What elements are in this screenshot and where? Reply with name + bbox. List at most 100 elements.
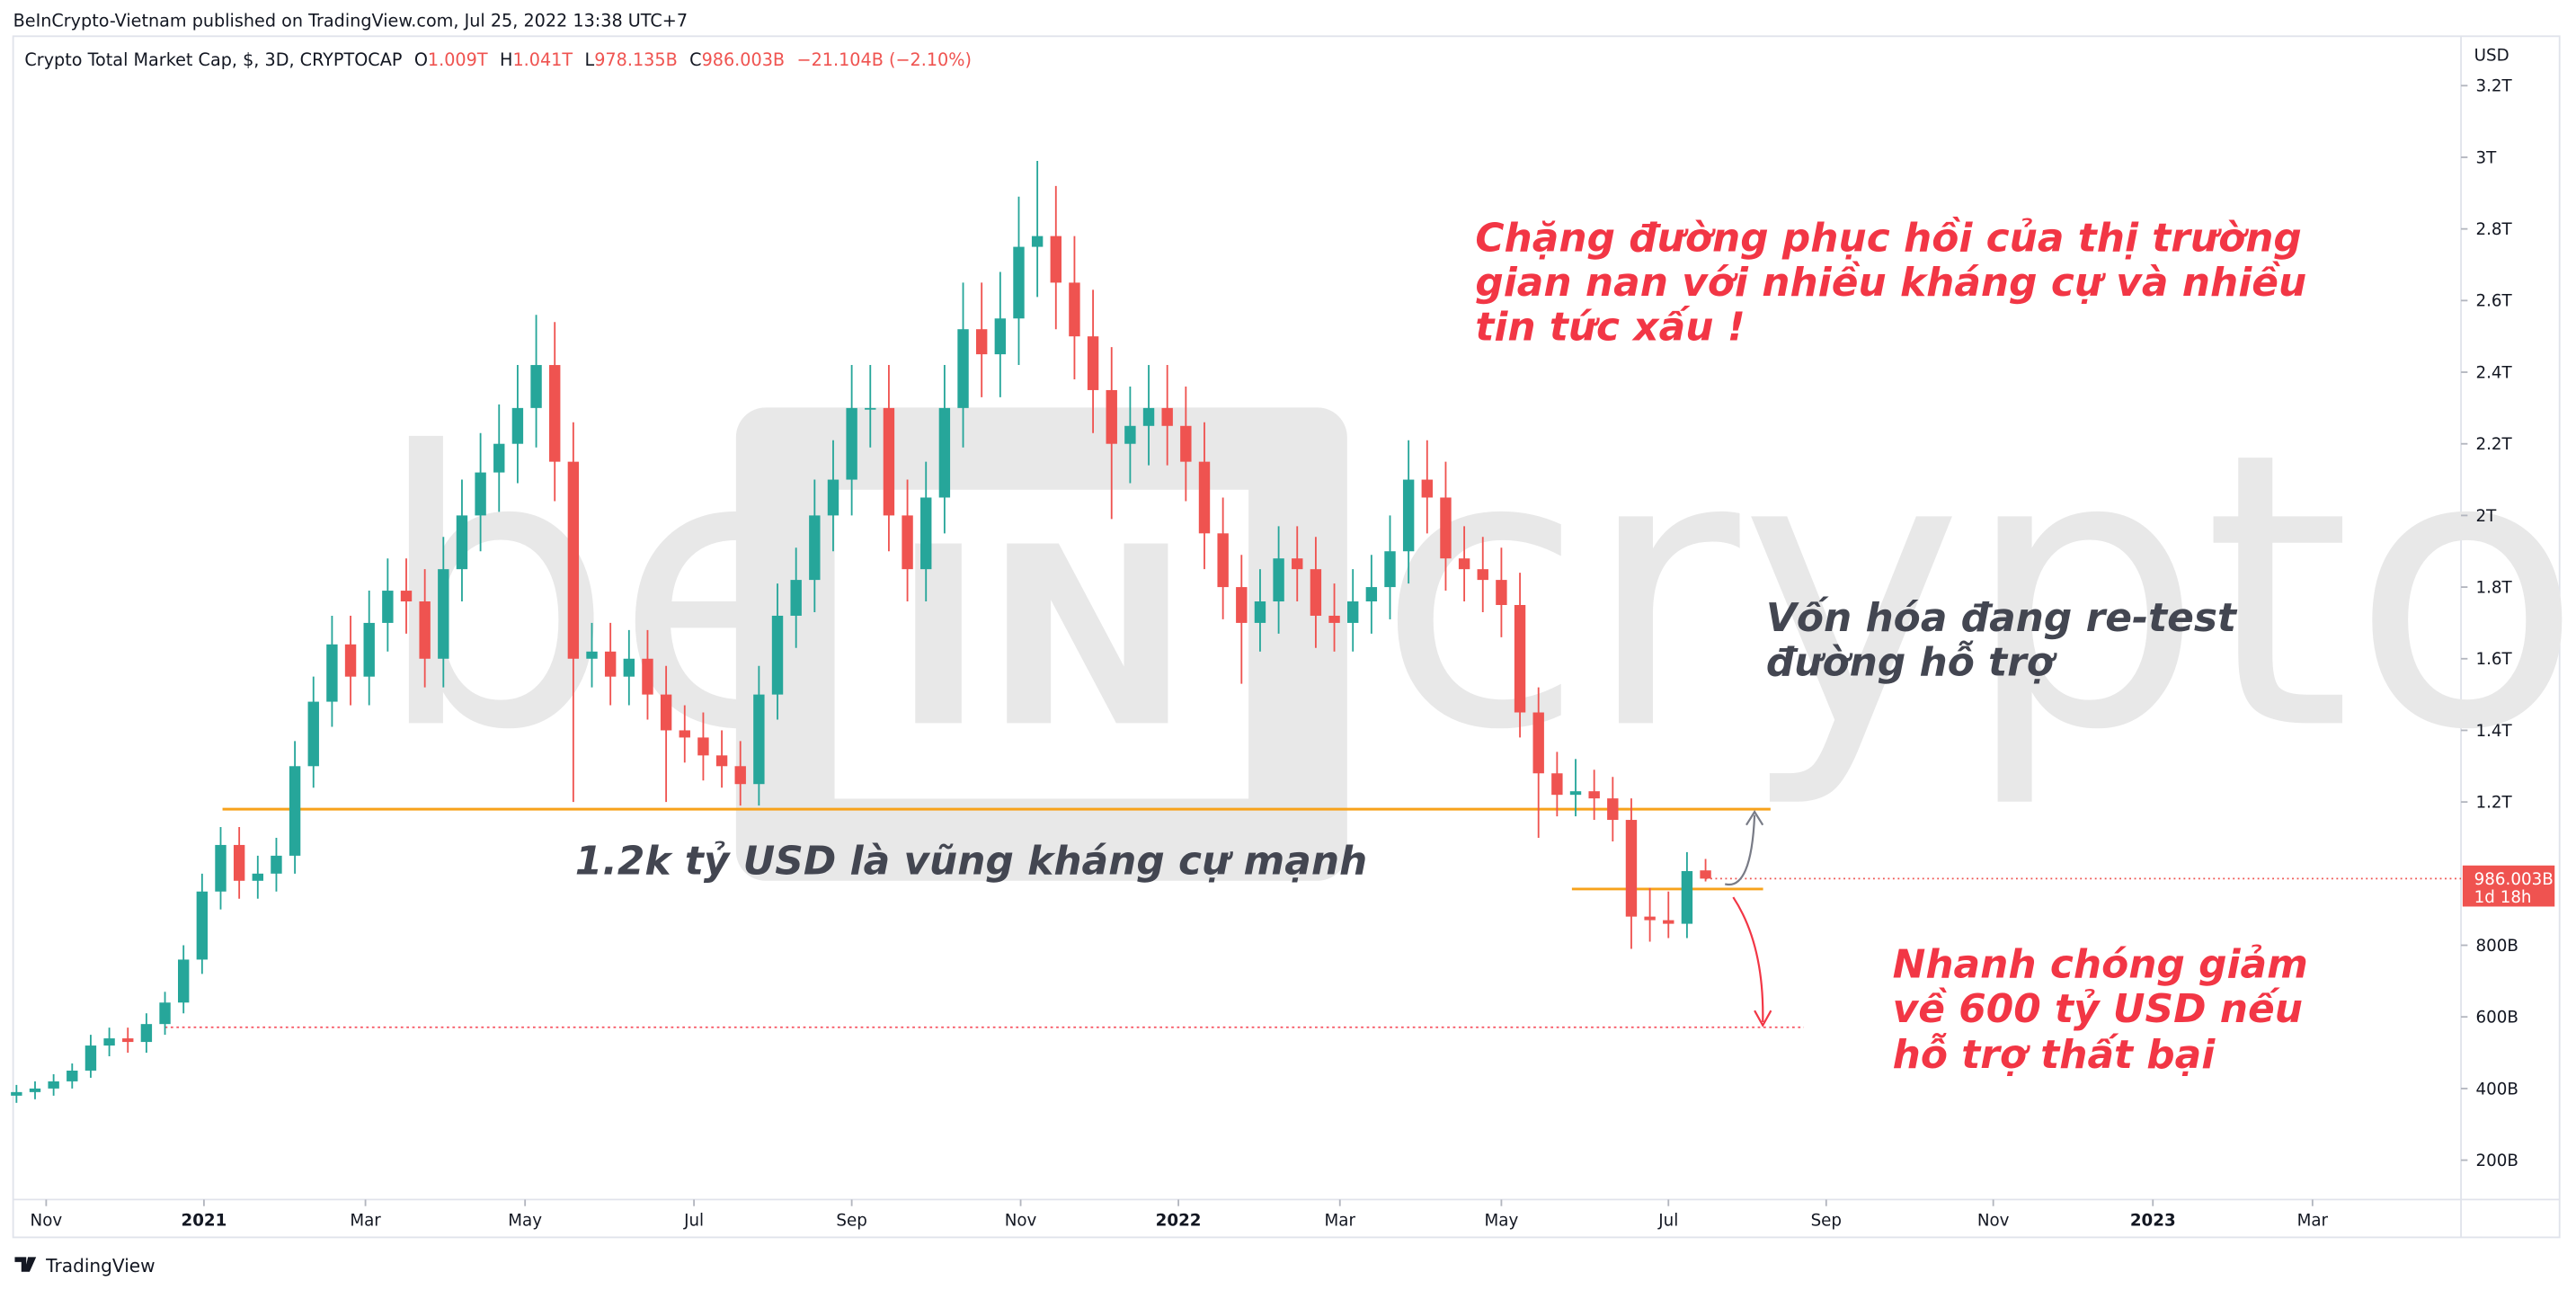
candle-body (363, 622, 375, 677)
y-tick-label: 3T (2476, 148, 2498, 167)
candle-body (419, 601, 431, 659)
candle-body (1365, 587, 1378, 602)
y-tick-label: 3.2T (2476, 77, 2513, 96)
candle-body (642, 658, 653, 695)
last-price-box (2462, 865, 2555, 907)
footer: TradingView (14, 1255, 155, 1277)
x-tick-label: Mar (1325, 1212, 1356, 1231)
candle-body (1347, 601, 1359, 623)
candle-body (920, 497, 932, 570)
candle-body (975, 329, 988, 355)
candle-body (48, 1081, 59, 1089)
candle-body (1106, 389, 1117, 444)
y-tick-label: 2T (2476, 507, 2498, 526)
candle-body (790, 580, 802, 616)
annotation: gian nan với nhiều kháng cự và nhiều (1475, 260, 2306, 306)
candle-body (1644, 916, 1656, 921)
candle-body (1142, 407, 1155, 426)
candle-body (1087, 336, 1099, 390)
logo (14, 1257, 37, 1272)
candle-body (827, 479, 839, 516)
x-tick-label: Nov (31, 1212, 63, 1231)
candle-body (1217, 533, 1229, 588)
annotation: tin tức xấu ! (1475, 304, 1745, 350)
candle-body (1310, 569, 1322, 616)
y-tick-label: 1.6T (2476, 650, 2513, 669)
candle-body (84, 1045, 97, 1071)
candle-body (196, 891, 209, 960)
annotation: về 600 tỷ USD nếu (1893, 986, 2303, 1032)
x-tick-label: Sep (1811, 1212, 1842, 1231)
candle-body (1384, 551, 1396, 588)
annotation: đường hỗ trợ (1766, 639, 2057, 685)
chart-frame (12, 35, 2561, 1239)
plot (11, 160, 2462, 1103)
candle-body (1013, 246, 1025, 319)
annotation: Chặng đường phục hồi của thị trường (1475, 216, 2301, 262)
arrowhead (1754, 1010, 1772, 1028)
ohlc-value: 978.135B (594, 49, 678, 70)
candle-body (11, 1091, 22, 1096)
candle-body (1273, 558, 1284, 602)
arrow-up (1724, 814, 1756, 886)
candle-body (252, 873, 263, 881)
candle-body (159, 1002, 171, 1025)
candle-body (493, 443, 505, 473)
y-tick-label: 200B (2476, 1152, 2518, 1170)
y-tick-label: 2.2T (2476, 435, 2513, 454)
ohlc-value: 1.009T (428, 49, 488, 70)
y-tick-label: 600B (2476, 1009, 2518, 1028)
y-tick-label: 2.6T (2476, 292, 2513, 311)
candle-body (1514, 604, 1526, 713)
candle-body (122, 1038, 134, 1043)
annotation: Vốn hóa đang re-test (1766, 595, 2238, 641)
candle-body (215, 844, 227, 892)
currency-label: USD (2474, 47, 2509, 66)
candle-body (103, 1038, 115, 1046)
ohlc-key: O (414, 49, 428, 70)
candle-body (289, 766, 301, 856)
candle-body (271, 855, 282, 874)
y-tick-label: 1.2T (2476, 794, 2513, 813)
candle-body (1421, 479, 1433, 498)
candle-body (530, 365, 542, 408)
arrowhead (1745, 809, 1764, 826)
candle-body (679, 730, 690, 738)
candle-body (697, 737, 709, 756)
candle-body (1198, 461, 1211, 534)
candle-body (623, 658, 635, 677)
candle-body (1663, 920, 1674, 924)
candle-body (567, 461, 580, 659)
candle-body (344, 644, 357, 677)
candle-body (29, 1088, 41, 1092)
candle-body (1292, 558, 1303, 570)
x-tick-label: 2022 (1156, 1212, 1202, 1231)
candle-body (883, 407, 895, 516)
ohlc-key: L (585, 49, 595, 70)
candle-body (1607, 798, 1619, 821)
candle-body (1254, 601, 1266, 623)
y-tick-label: 2.4T (2476, 363, 2513, 382)
candle-body (1588, 791, 1600, 799)
publish-info: BeInCrypto-Vietnam published on TradingV… (13, 10, 688, 31)
candle-body (1532, 712, 1544, 774)
x-tick-label: Sep (836, 1212, 866, 1231)
countdown: 1d 18h (2474, 888, 2532, 907)
candle-body (902, 515, 913, 570)
y-tick-label: 2.8T (2476, 220, 2513, 239)
ohlc-value: 1.041T (512, 49, 573, 70)
candle-body (1458, 558, 1470, 570)
change: −21.104B (−2.10%) (797, 49, 972, 70)
watermark-text: IN (893, 494, 1190, 781)
candle-body (67, 1070, 78, 1081)
x-tick-label: Jul (1657, 1212, 1678, 1231)
symbol-legend: Crypto Total Market Cap, $, 3D, CRYPTOCA… (24, 49, 972, 70)
candle-body (1700, 870, 1711, 879)
candle-body (1236, 587, 1248, 623)
candle-body (511, 407, 524, 444)
candle-body (475, 472, 486, 516)
candle-body (1440, 497, 1452, 559)
symbol: Crypto Total Market Cap, $, 3D, CRYPTOCA… (24, 49, 402, 70)
annotation: Nhanh chóng giảm (1893, 942, 2308, 988)
